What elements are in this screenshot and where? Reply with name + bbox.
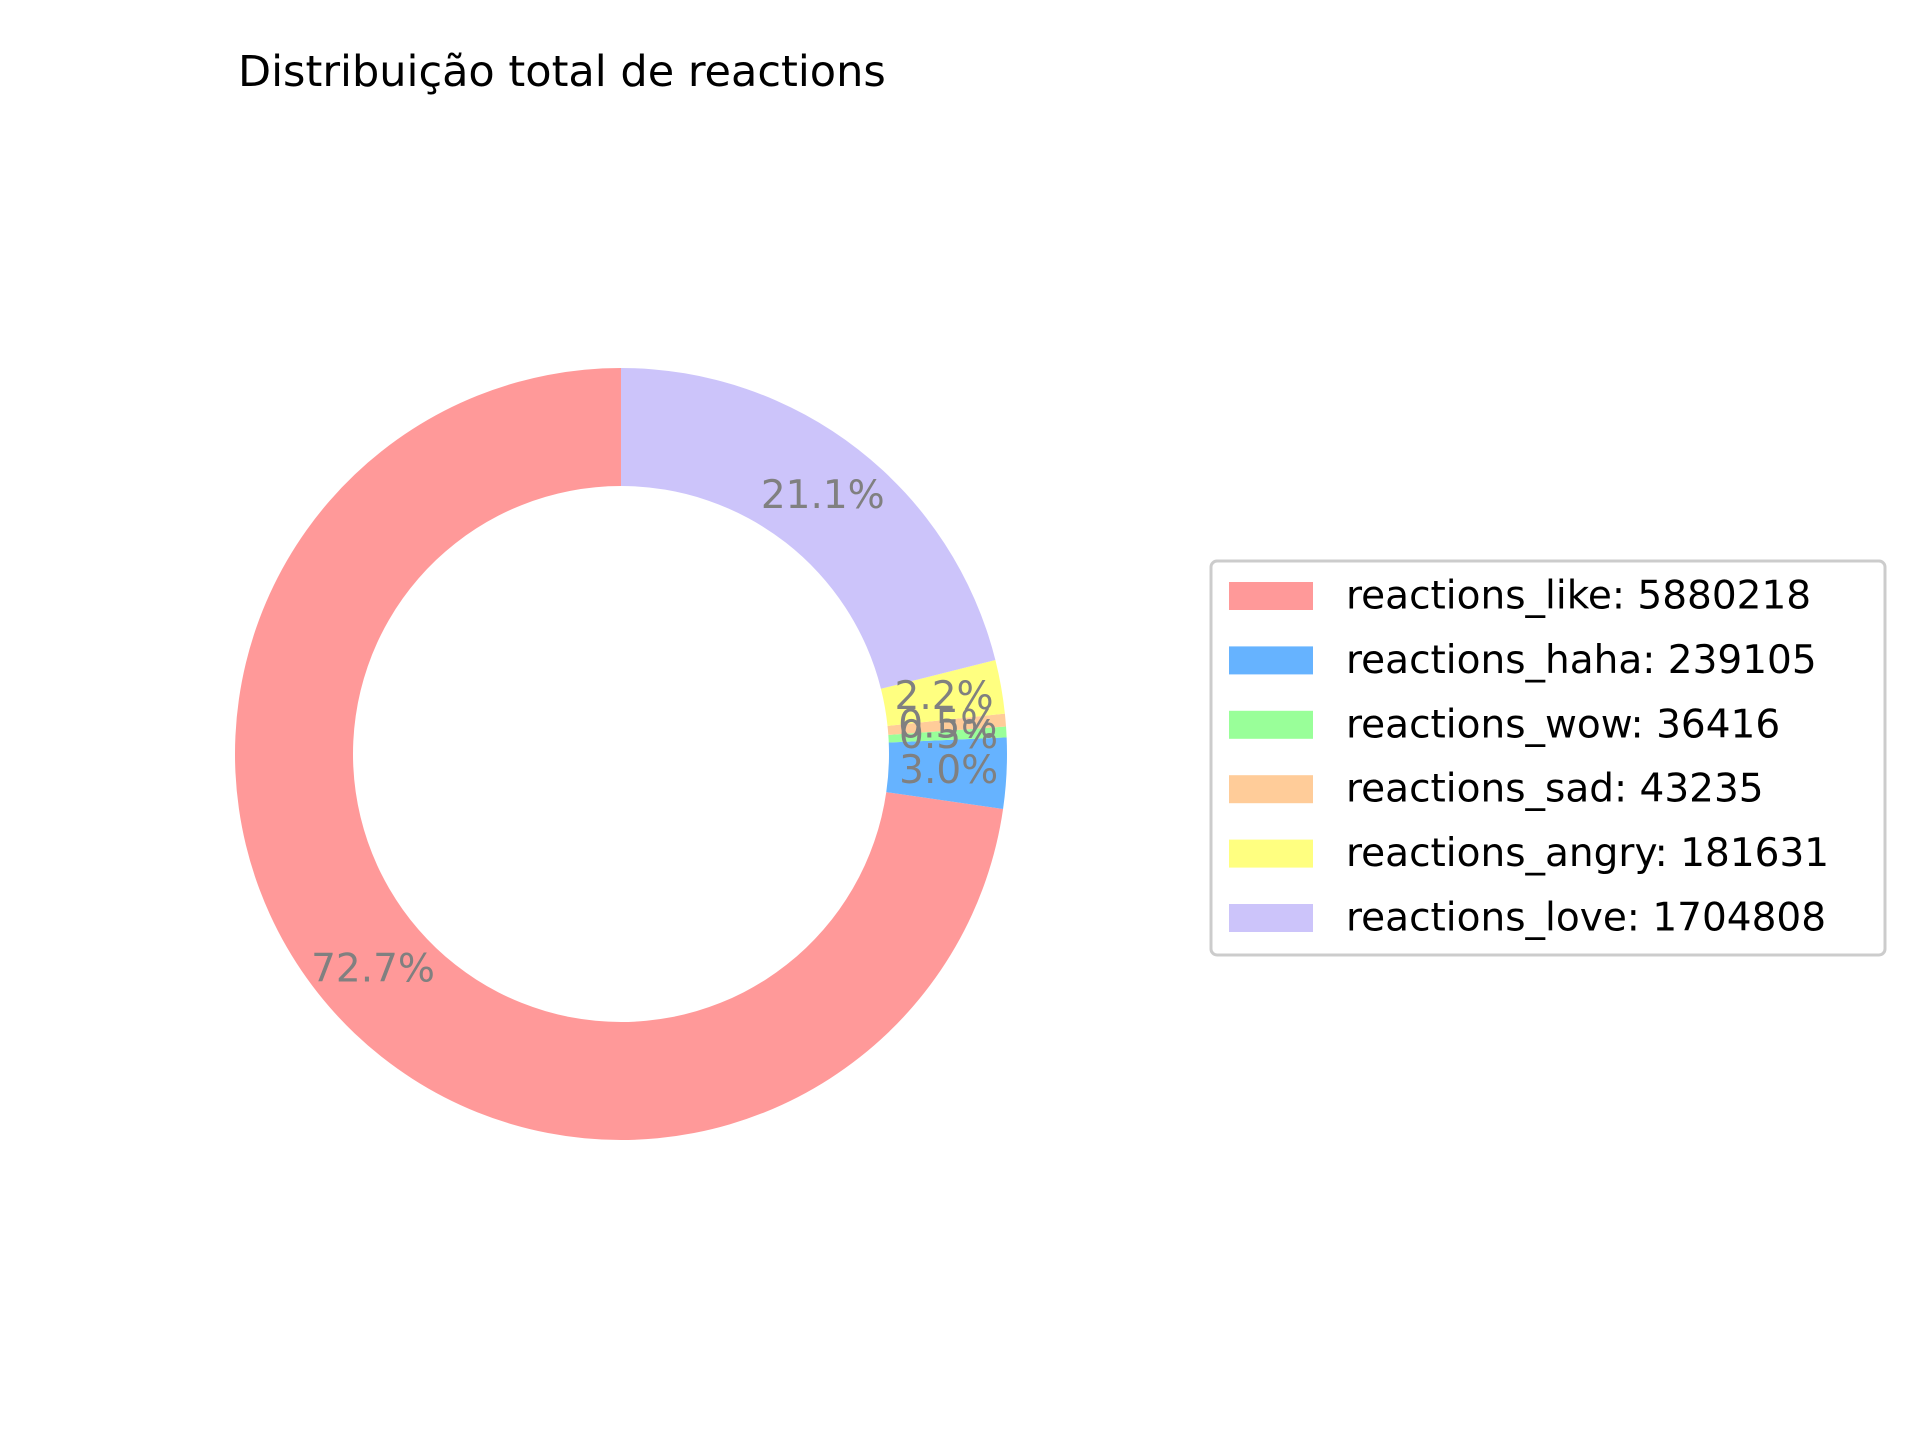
percent-label-reactions-haha: 3.0%	[899, 748, 998, 793]
slice-reactions-sad	[887, 713, 1007, 735]
legend-swatch-reactions-love	[1229, 904, 1313, 932]
chart-title: Distribuição total de reactions	[238, 47, 886, 97]
slice-reactions-like	[235, 368, 1004, 1140]
legend: reactions_like: 5880218 reactions_haha: 2…	[1209, 559, 1887, 957]
slice-reactions-haha	[886, 737, 1007, 809]
percent-label-reactions-angry: 2.2%	[895, 674, 994, 719]
legend-label-reactions-wow: reactions_wow: 36416	[1346, 702, 1780, 747]
slice-reactions-angry	[880, 660, 1005, 726]
donut-slices	[235, 368, 1007, 1140]
legend-label-reactions-angry: reactions_angry: 181631	[1346, 831, 1829, 876]
legend-swatch-reactions-haha	[1229, 646, 1313, 675]
legend-swatch-reactions-angry	[1229, 839, 1313, 868]
legend-swatch-reactions-like	[1229, 582, 1313, 610]
percent-label-reactions-wow: 0.5%	[899, 713, 998, 758]
legend-label-reactions-haha: reactions_haha: 239105	[1346, 638, 1817, 683]
percent-label-reactions-like: 72.7%	[311, 946, 435, 991]
percent-label-reactions-sad: 0.5%	[898, 703, 997, 748]
legend-items: reactions_like: 5880218 reactions_haha: 2…	[1229, 574, 1829, 941]
legend-frame	[1209, 559, 1887, 957]
percent-label-reactions-love: 21.1%	[761, 473, 885, 518]
slice-reactions-love	[621, 368, 996, 689]
legend-swatch-reactions-wow	[1229, 710, 1313, 739]
legend-label-reactions-love: reactions_love: 1704808	[1346, 896, 1826, 941]
legend-label-reactions-sad: reactions_sad: 43235	[1346, 767, 1764, 812]
legend-swatch-reactions-sad	[1229, 775, 1313, 804]
percent-labels: 72.7% 3.0%0.5%0.5%2.2% 21.1%	[311, 473, 998, 992]
slice-reactions-wow	[888, 726, 1007, 743]
legend-label-reactions-like: reactions_like: 5880218	[1346, 574, 1811, 619]
